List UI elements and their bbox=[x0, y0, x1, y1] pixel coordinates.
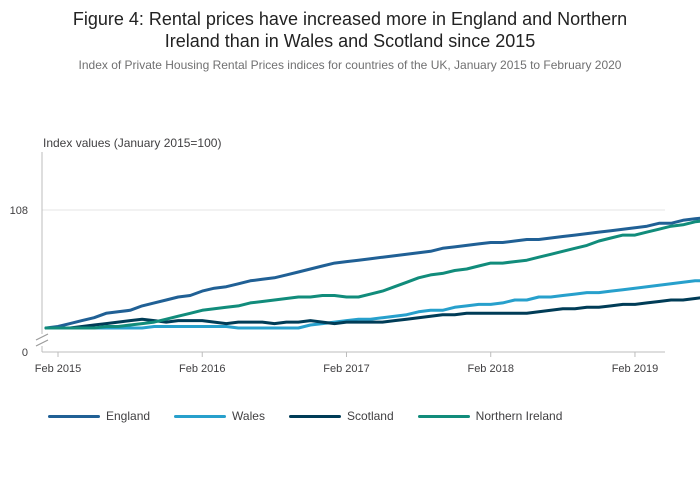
legend-label: Northern Ireland bbox=[475, 409, 563, 423]
chart-title-line-1: Figure 4: Rental prices have increased m… bbox=[72, 9, 628, 29]
line-chart: Index values (January 2015=100) 0 108 Feb … bbox=[10, 136, 700, 375]
x-tick-label: Feb 2019 bbox=[612, 363, 658, 375]
chart-title: Figure 4: Rental prices have increased m… bbox=[0, 8, 700, 52]
legend-item-scotland[interactable]: Scotland bbox=[288, 409, 394, 423]
series-line-northern-ireland bbox=[44, 219, 700, 330]
gridlines bbox=[42, 209, 665, 353]
legend-swatch bbox=[174, 414, 227, 418]
legend-swatch bbox=[48, 414, 100, 418]
legend-label: Wales bbox=[232, 409, 265, 423]
series-line-england bbox=[44, 216, 700, 330]
legend-label: Scotland bbox=[346, 409, 394, 423]
chart-subtitle: Index of Private Housing Rental Prices i… bbox=[78, 58, 622, 72]
legend-item-england[interactable]: England bbox=[48, 409, 150, 423]
y-tick-label: 108 bbox=[10, 205, 28, 217]
x-tick-label: Feb 2016 bbox=[179, 363, 225, 375]
series-line-scotland bbox=[44, 296, 700, 330]
series-line-wales bbox=[44, 279, 700, 330]
y-axis-label: Index values (January 2015=100) bbox=[43, 136, 221, 150]
y-axis-break bbox=[35, 333, 49, 347]
chart-title-line-2: Ireland than in Wales and Scotland since… bbox=[164, 31, 536, 51]
y-tick-label: 0 bbox=[22, 347, 28, 359]
legend-item-northern-ireland[interactable]: Northern Ireland bbox=[417, 409, 563, 423]
tick-labels: 0 108 Feb 2015 Feb 2016 Feb 2017 Feb 2018 Feb … bbox=[10, 205, 659, 375]
axes bbox=[35, 152, 636, 357]
x-tick-label: Feb 2017 bbox=[323, 363, 369, 375]
legend-swatch bbox=[417, 414, 470, 418]
legend-label: England bbox=[106, 409, 151, 423]
legend-swatch bbox=[288, 414, 341, 418]
series-lines bbox=[44, 216, 700, 330]
x-tick-label: Feb 2015 bbox=[35, 363, 81, 375]
legend: England Wales Scotland Northern Ireland bbox=[48, 409, 586, 423]
x-tick-label: Feb 2018 bbox=[467, 363, 513, 375]
legend-item-wales[interactable]: Wales bbox=[174, 409, 265, 423]
